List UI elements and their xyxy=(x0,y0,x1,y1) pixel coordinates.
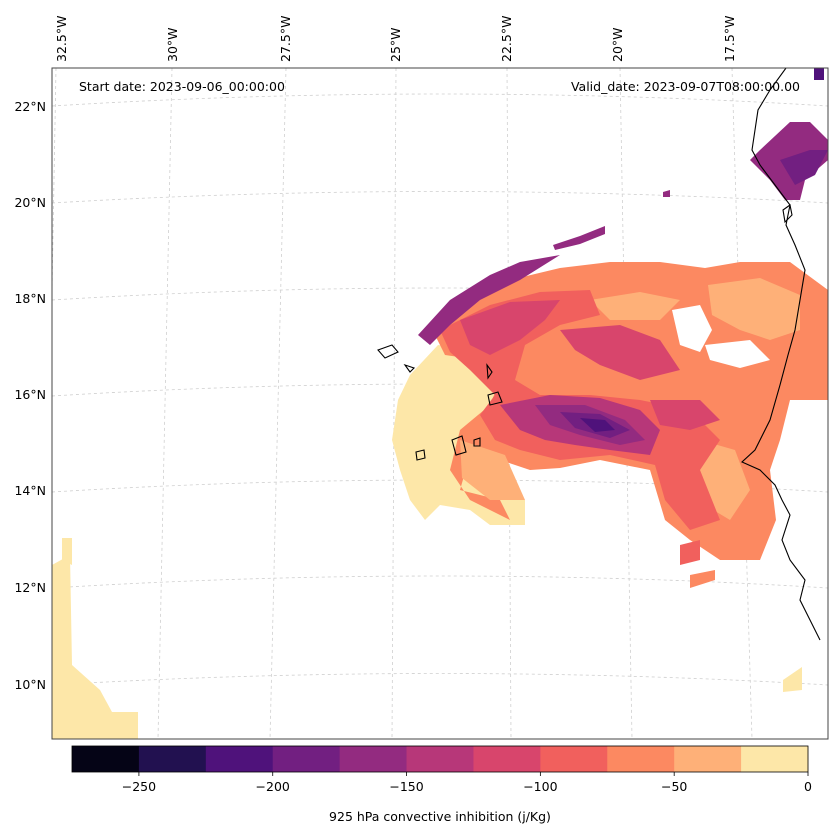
cin-hole-east xyxy=(705,340,770,368)
colorbar-segment xyxy=(272,746,341,772)
colorbar-label: 925 hPa convective inhibition (j/Kg) xyxy=(329,809,551,824)
lat-label-10n: 10°N xyxy=(14,677,46,692)
colorbar xyxy=(72,746,809,772)
africa-coast xyxy=(741,68,821,641)
cape-verde-sao-nicolau xyxy=(403,363,416,373)
colorbar-tick-label: 0 xyxy=(804,779,812,794)
colorbar-segment xyxy=(339,746,408,772)
cin-contour-lightorange-mid xyxy=(590,292,680,320)
lat-label-22n: 22°N xyxy=(14,99,46,114)
lat-label-12n: 12°N xyxy=(14,580,46,595)
cin-contour-deeppurple xyxy=(580,418,615,432)
cin-contour-fringe-north xyxy=(418,255,560,345)
lon-label-22-5w: 22.5°W xyxy=(499,16,514,62)
lon-label-32-5w: 32.5°W xyxy=(54,16,69,62)
lon-label-30w: 30°W xyxy=(165,27,180,62)
lat-labels: 22°N 20°N 18°N 16°N 14°N 12°N 10°N xyxy=(14,99,46,692)
colorbar-ticks: −250 −200 −150 −100 −50 0 xyxy=(122,772,812,794)
cape-verde-boa-vista xyxy=(487,391,503,406)
lon-label-17-5w: 17.5°W xyxy=(722,16,737,62)
cin-contour-lightorange-w xyxy=(460,440,525,500)
cin-patch-a xyxy=(680,540,700,565)
cape-verde-fogo xyxy=(415,449,426,461)
valid-date-text: Valid_date: 2023-09-07T08:00:00.00 xyxy=(571,79,800,94)
cin-hole-north xyxy=(672,305,712,352)
colorbar-tick-label: −50 xyxy=(661,779,687,794)
lat-label-18n: 18°N xyxy=(14,291,46,306)
coastlines xyxy=(377,68,821,641)
map-frame xyxy=(51,67,829,740)
graticule xyxy=(52,68,828,739)
cin-patch-c xyxy=(663,190,670,197)
colorbar-segment xyxy=(674,746,742,772)
start-date-text: Start date: 2023-09-06_00:00:00 xyxy=(79,79,285,94)
colorbar-tick-label: −150 xyxy=(389,779,423,794)
cin-patch-b xyxy=(690,570,715,588)
cin-contour-lightorange-ne xyxy=(708,278,800,340)
lon-label-25w: 25°W xyxy=(388,27,403,62)
colorbar-segment xyxy=(72,746,140,772)
colorbar-tick-label: −100 xyxy=(523,779,557,794)
cape-verde-sal xyxy=(486,363,493,380)
lon-labels: 32.5°W 30°W 27.5°W 25°W 22.5°W 20°W 17.5… xyxy=(54,16,737,62)
colorbar-tick-label: −250 xyxy=(122,779,156,794)
cin-contour-yellow-se xyxy=(783,667,802,692)
colorbar-segment xyxy=(540,746,608,772)
cin-contour-yellow-southwest xyxy=(52,555,138,739)
cin-contour-ne-core xyxy=(780,150,828,185)
cin-contour-fringe-strip xyxy=(553,226,605,250)
lat-label-16n: 16°N xyxy=(14,387,46,402)
colorbar-tick-label: −200 xyxy=(256,779,290,794)
lon-label-27-5w: 27.5°W xyxy=(278,16,293,62)
colorbar-segment xyxy=(741,746,809,772)
lat-label-14n: 14°N xyxy=(14,483,46,498)
colorbar-segment xyxy=(607,746,675,772)
cin-contour-red xyxy=(460,300,720,430)
colorbar-frame xyxy=(71,745,809,773)
cape-verde-santiago xyxy=(451,435,467,456)
lat-label-20n: 20°N xyxy=(14,195,46,210)
colorbar-segment xyxy=(473,746,541,772)
lon-label-20w: 20°W xyxy=(610,27,625,62)
cape-verde-santo-antao xyxy=(377,344,399,359)
cin-contour-yellow-strip xyxy=(62,538,72,565)
colorbar-segment xyxy=(406,746,474,772)
cape-verde-maio xyxy=(473,437,481,447)
cin-field xyxy=(52,68,828,739)
colorbar-segment xyxy=(138,746,207,772)
cin-contour-ne-tip xyxy=(814,68,824,80)
canary-coast-islands xyxy=(782,204,793,224)
colorbar-segment xyxy=(205,746,274,772)
